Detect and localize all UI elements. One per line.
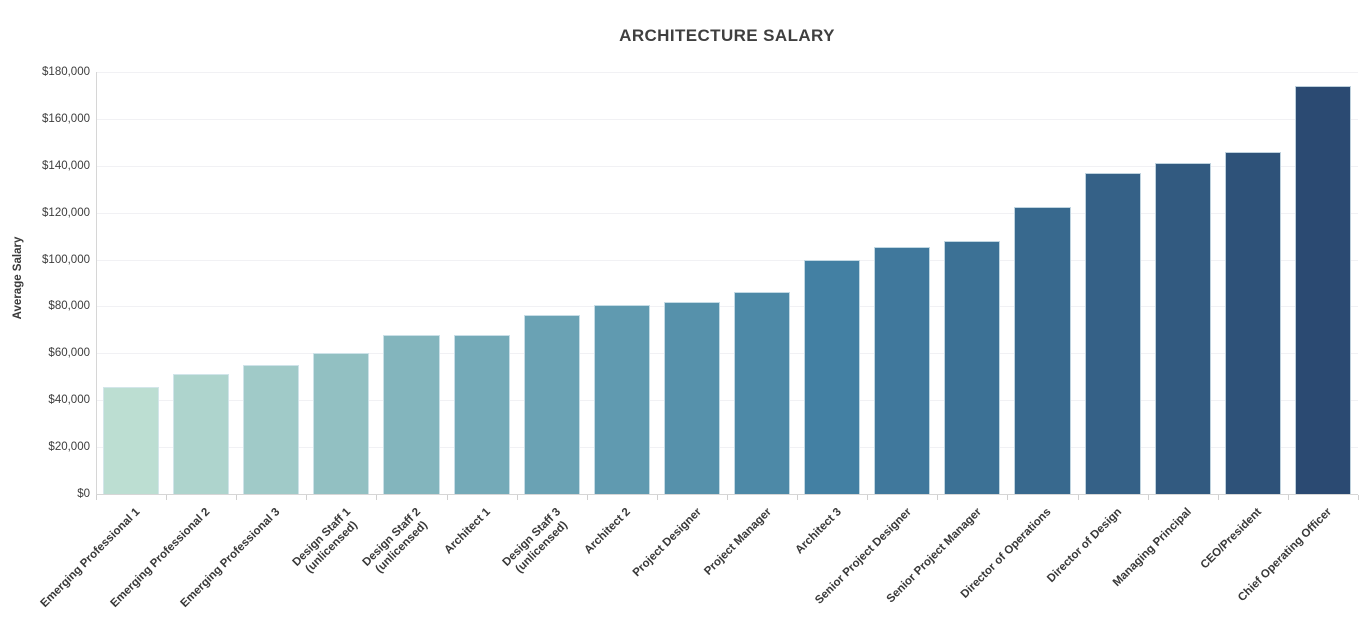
bar [1154,163,1211,494]
gridline [96,353,1358,355]
bar [663,301,720,494]
y-axis-line [96,72,97,494]
bar [523,314,580,494]
x-axis-tick [1077,495,1079,500]
gridline [96,400,1358,402]
chart-title: ARCHITECTURE SALARY [619,26,835,45]
x-tick-label: Design Staff 3 (unlicensed) [500,506,570,576]
gridline [96,447,1358,449]
x-tick-label: Project Designer [630,506,704,580]
x-tick-label: Architect 2 [582,506,634,557]
bar [1014,206,1071,494]
y-tick-label: $120,000 [42,206,90,219]
gridline [96,72,1358,73]
y-tick-label: $160,000 [42,112,90,125]
x-axis-tick [516,495,518,500]
x-axis-tick [1147,495,1149,500]
x-axis-tick [797,495,799,500]
bar [103,387,160,494]
x-axis-tick [306,495,308,500]
x-axis-tick [727,495,728,500]
gridline [96,212,1358,214]
gridline [96,165,1358,167]
x-axis-tick [96,495,97,500]
y-tick-label: $140,000 [42,159,90,172]
x-axis-tick [1287,495,1289,500]
x-tick-label: Managing Principal [1111,506,1195,590]
bar [453,334,510,494]
y-tick-label: $20,000 [48,441,90,454]
x-axis-line [96,494,1358,495]
x-axis-tick [376,495,378,500]
y-tick-label: $180,000 [42,66,90,78]
bar [804,259,861,494]
x-axis-tick [937,495,939,500]
x-tick-label: Architect 1 [442,506,494,557]
gridline [96,259,1358,261]
y-tick-label: $0 [77,488,90,500]
y-tick-label: $80,000 [48,300,90,313]
bar [874,246,931,494]
y-tick-label: $100,000 [42,253,90,266]
x-tick-label: CEO/President [1198,506,1265,572]
x-axis-tick [166,495,168,500]
x-tick-label: Architect 3 [793,506,844,557]
bar [173,374,230,494]
bar [734,292,791,494]
x-axis-tick [1217,495,1219,500]
bar [313,353,370,494]
y-tick-label: $40,000 [48,394,90,407]
x-axis-tick [446,495,448,500]
y-tick-label: $60,000 [48,347,90,360]
bar [383,334,440,494]
x-tick-label: Project Manager [701,506,774,578]
x-axis-tick [586,495,588,500]
x-tick-label: Design Staff 2 (unlicensed) [360,506,430,576]
bar [593,305,650,494]
bar [1224,151,1281,494]
gridline [96,306,1358,308]
x-axis-tick [236,495,238,500]
x-axis-tick [867,495,869,500]
bar [243,365,300,494]
x-axis-tick [1358,495,1359,500]
bar [1084,172,1141,494]
x-tick-label: Director of Design [1045,506,1125,585]
x-axis-tick [656,495,658,500]
x-tick-label: Design Staff 1 (unlicensed) [290,506,360,576]
bar [1294,86,1351,494]
bar [944,240,1001,494]
x-axis-tick [1007,495,1009,500]
gridline [96,118,1358,120]
